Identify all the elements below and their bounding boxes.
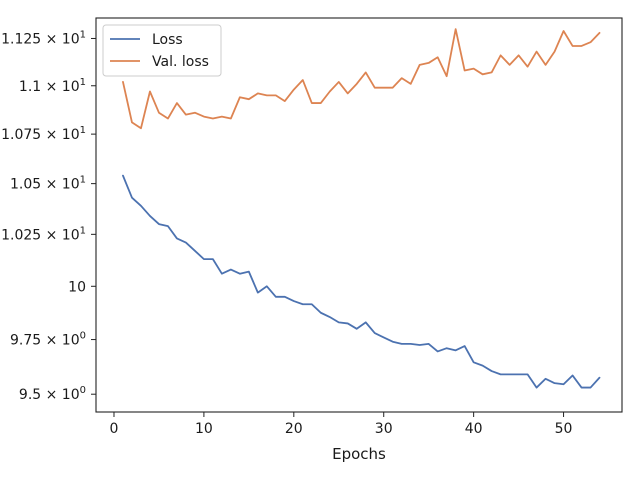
legend-box [102,24,222,77]
y-tick-label: 1.025 × 101 [1,225,86,243]
y-tick-label: 9.75 × 100 [10,331,86,349]
x-tick-label: 0 [110,421,119,437]
y-tick-label: 1.075 × 101 [1,125,86,143]
legend-label-loss: Loss [152,32,183,48]
y-axis-ticks: 9.5 × 100 9.75 × 100 10 1.025 × 101 1.05 × 1… [1,29,96,403]
y-tick-label: 1.125 × 101 [1,29,86,47]
x-tick-label: 50 [555,421,573,437]
y-tick-label: 1.1 × 101 [19,77,86,95]
series-line-val-loss [122,28,601,130]
legend-label-val-loss: Val. loss [152,54,209,70]
y-tick-label: 9.5 × 100 [19,385,86,403]
x-tick-label: 40 [465,421,483,437]
y-tick-label: 10 [68,279,86,295]
x-axis-label: Epochs [332,445,386,463]
x-tick-label: 20 [285,421,303,437]
x-tick-label: 30 [375,421,393,437]
y-tick-label: 1.05 × 101 [10,175,86,193]
series-line-loss [122,174,601,389]
x-tick-label: 10 [195,421,213,437]
x-axis-ticks: 0 10 20 30 40 50 [110,412,573,437]
plot-frame [95,17,623,413]
legend: Loss Val. loss [102,24,222,77]
plot-lines [122,28,601,389]
